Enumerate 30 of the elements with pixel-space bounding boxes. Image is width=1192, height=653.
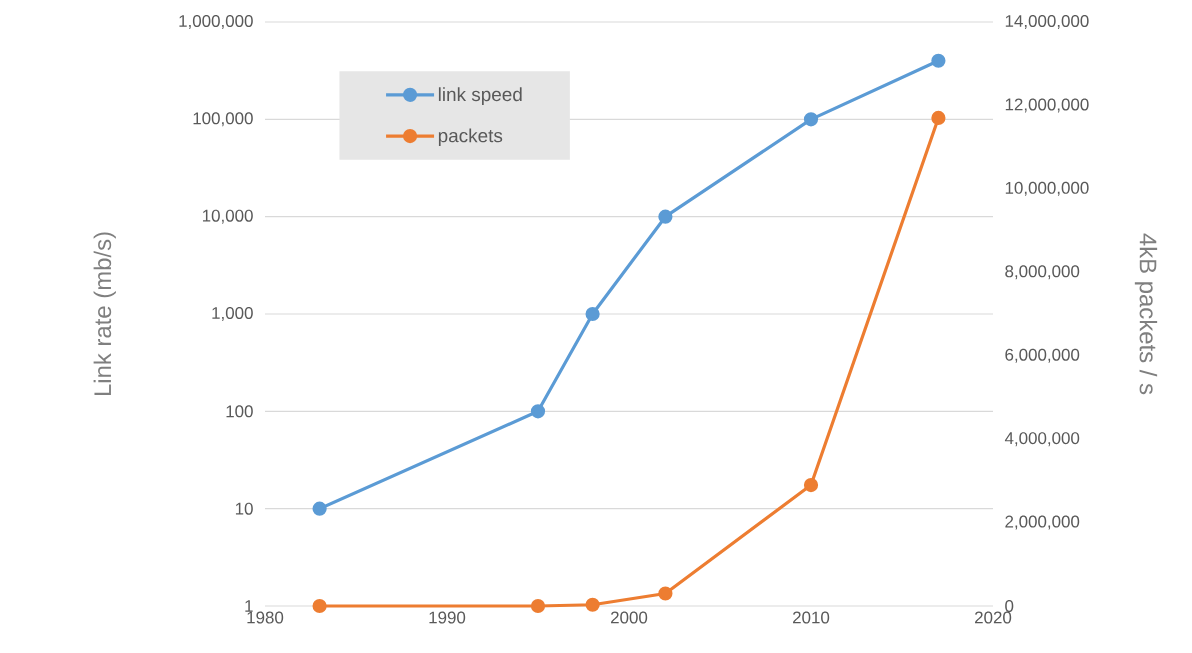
x-tick-label: 1990 bbox=[429, 611, 466, 624]
y-tick-label: 10 bbox=[235, 502, 253, 515]
y2-tick-label: 4,000,000 bbox=[1004, 432, 1080, 447]
y2-tick-label: 6,000,000 bbox=[1005, 348, 1080, 363]
y2-tick-label: 10,000,000 bbox=[1005, 181, 1089, 196]
x-tick-label: 2020 bbox=[975, 611, 1012, 624]
point bbox=[312, 501, 327, 516]
y2-tick-label: 12,000,000 bbox=[1005, 98, 1089, 113]
y-tick-label: 100 bbox=[226, 405, 253, 418]
y2-tick-label: 2,000,000 bbox=[1005, 515, 1080, 530]
x-tick-label: 2000 bbox=[611, 611, 648, 624]
point bbox=[658, 209, 673, 224]
y2-tick-label: 8,000,000 bbox=[1005, 265, 1080, 280]
y-tick-label: 1 bbox=[245, 600, 253, 612]
point bbox=[931, 53, 946, 68]
y-axis-title: Link rate (mb/s) bbox=[93, 232, 116, 396]
y2-tick-label: 0 bbox=[1005, 600, 1014, 612]
x-tick-label: 1980 bbox=[247, 611, 284, 624]
y-tick-label: 1,000,000 bbox=[179, 15, 253, 29]
point bbox=[585, 306, 600, 322]
y2-axis-title: 4kB packets / s bbox=[1134, 233, 1158, 395]
point bbox=[803, 112, 819, 127]
y-tick-label: 100,000 bbox=[193, 112, 253, 127]
y2-tick-label: 14,000,000 bbox=[1005, 15, 1089, 29]
legend-label: packets bbox=[438, 128, 503, 147]
y-tick-label: 1,000 bbox=[212, 307, 253, 321]
legend-label: link speed bbox=[438, 87, 522, 105]
point bbox=[530, 404, 546, 419]
x-tick-label: 2010 bbox=[793, 611, 830, 624]
y-tick-label: 10,000 bbox=[202, 209, 253, 224]
